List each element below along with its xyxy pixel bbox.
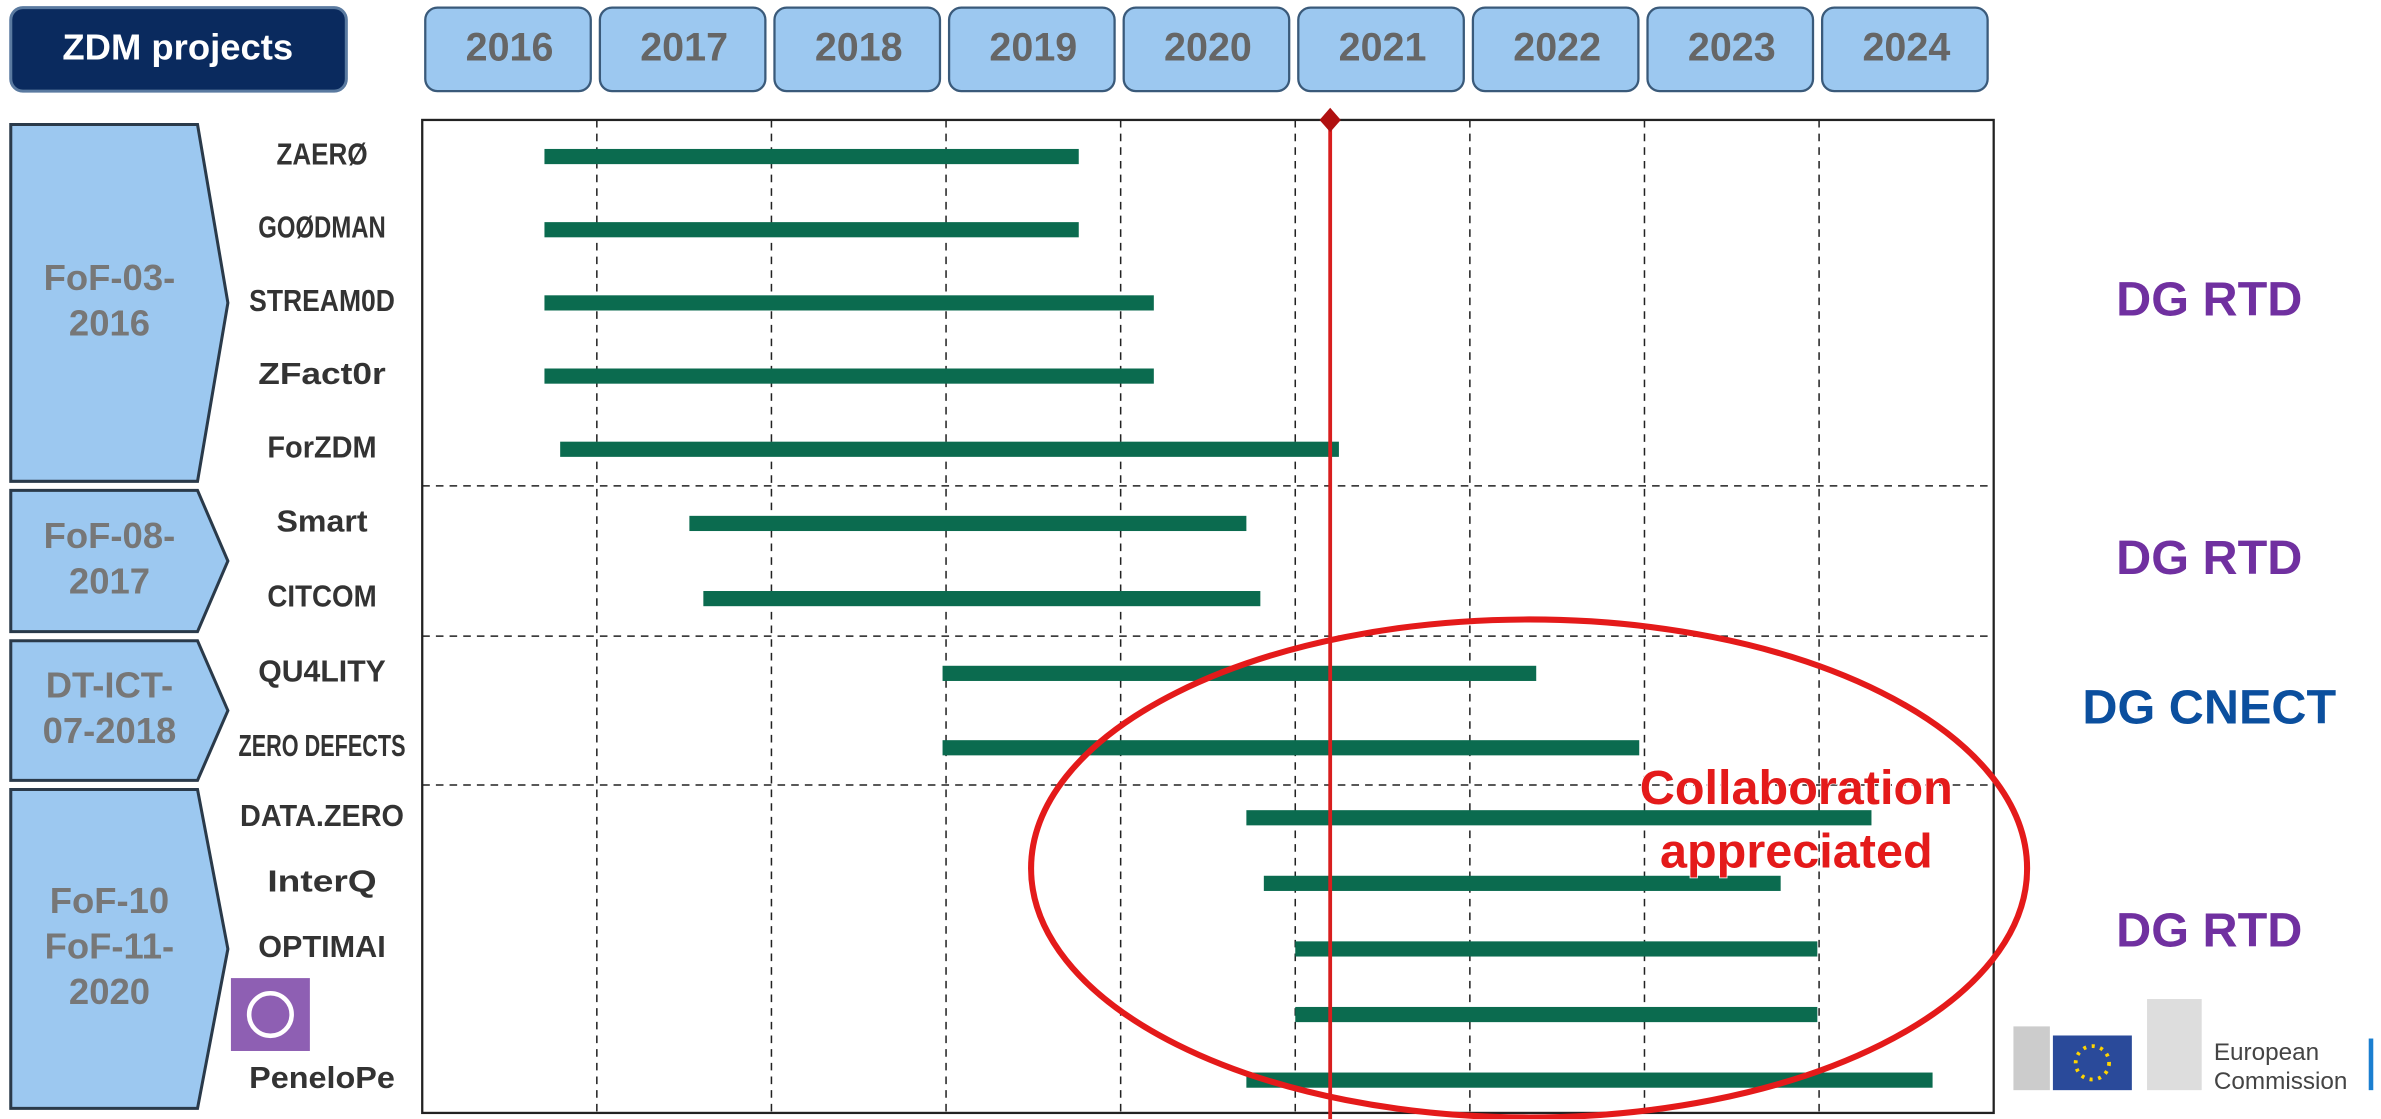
year-header (1471, 6, 1640, 93)
task-bar (1246, 1072, 1933, 1088)
owner-label: DG RTD (2116, 531, 2302, 585)
year-header (1122, 6, 1291, 93)
task-bar (544, 295, 1154, 311)
project-label: CITCOM (267, 581, 376, 614)
chart-title: ZDM projects (62, 27, 293, 68)
x-tick-label: 2016 (466, 26, 554, 70)
year-header (773, 6, 942, 93)
task-bar (560, 441, 1339, 457)
group-label: DT-ICT- (46, 664, 173, 705)
project-logo (230, 978, 310, 1051)
x-tick-label: 2020 (1164, 26, 1252, 70)
annotation: Collaboration (1640, 761, 1953, 815)
project-label: STREAM0D (249, 285, 395, 318)
task-bar (544, 148, 1079, 165)
year-header (947, 6, 1116, 93)
group-arrow (9, 488, 230, 634)
highlight-ellipse (1028, 616, 2030, 1119)
owner-label: DG CNECT (2082, 680, 2336, 734)
project-label: InterQ (267, 865, 376, 898)
x-tick-label: 2021 (1339, 26, 1427, 70)
group-arrow (9, 122, 230, 483)
year-header (1820, 6, 1989, 93)
group-label: FoF-10 (50, 880, 169, 921)
project-label: ZFact0r (258, 358, 386, 391)
group-arrow (9, 788, 230, 1110)
task-bar (942, 665, 1537, 681)
task-bar (703, 591, 1261, 607)
project-label: GOØDMAN (258, 212, 386, 245)
x-tick-label: 2018 (815, 26, 903, 70)
x-tick-label: 2017 (640, 26, 728, 70)
group-label: 2016 (69, 302, 150, 343)
year-header (598, 6, 767, 93)
project-label: Smart (276, 505, 367, 538)
owner-label: DG RTD (2116, 904, 2302, 958)
group-label: 2017 (69, 560, 150, 601)
task-bar (942, 740, 1640, 756)
title-box (9, 6, 348, 93)
x-tick-label: 2024 (1862, 26, 1950, 70)
task-bar (544, 368, 1154, 384)
footer-text: Commission (2214, 1068, 2348, 1095)
project-label: ForZDM (267, 431, 376, 464)
project-label: PeneloPe (249, 1062, 395, 1095)
footer-text: European (2214, 1039, 2319, 1066)
group-label: 2020 (69, 971, 150, 1012)
task-bar (1246, 810, 1872, 826)
task-bar (1295, 1006, 1818, 1023)
project-label: ZERO DEFECTS (239, 730, 406, 763)
plot-frame (421, 118, 1995, 1115)
project-label: ZAERØ (276, 139, 367, 172)
eu-logo (2013, 999, 2374, 1091)
task-bar (689, 515, 1247, 532)
x-tick-label: 2019 (989, 26, 1077, 70)
x-tick-label: 2023 (1688, 26, 1776, 70)
project-label: QU4LITY (258, 655, 386, 688)
task-bar (1295, 941, 1818, 957)
year-header (1646, 6, 1815, 93)
task-bar (1263, 875, 1781, 891)
project-label: OPTIMAI (258, 931, 386, 964)
task-bar (544, 222, 1079, 238)
year-header (424, 6, 592, 93)
group-arrow (9, 639, 230, 782)
x-tick-label: 2022 (1513, 26, 1601, 70)
group-label: FoF-11- (45, 926, 175, 967)
annotation: appreciated (1660, 825, 1933, 879)
owner-label: DG RTD (2116, 273, 2302, 327)
year-header (1297, 6, 1465, 93)
project-logo (246, 991, 294, 1039)
group-label: FoF-03- (44, 257, 176, 298)
group-label: FoF-08- (44, 515, 176, 556)
group-label: 07-2018 (43, 710, 177, 751)
project-label: DATA.ZERO (240, 800, 404, 833)
